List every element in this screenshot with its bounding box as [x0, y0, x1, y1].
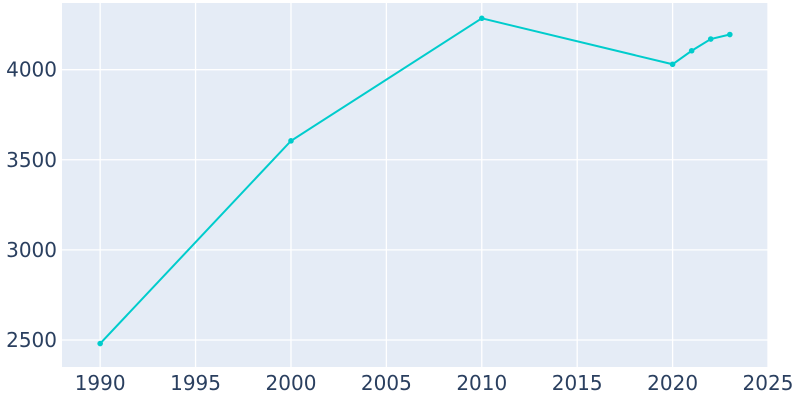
- data-point: [478, 15, 485, 22]
- y-tick-label: 3000: [6, 238, 57, 262]
- x-tick-label: 2015: [552, 371, 603, 395]
- data-point: [288, 138, 294, 144]
- data-point: [688, 47, 695, 54]
- y-tick-label: 4000: [6, 58, 57, 82]
- x-tick-label: 2025: [743, 371, 794, 395]
- data-points: [97, 15, 733, 347]
- x-tick-label: 2005: [361, 371, 412, 395]
- x-tick-label: 2020: [647, 371, 698, 395]
- y-tick-label: 2500: [6, 328, 57, 352]
- y-tick-label: 3500: [6, 148, 57, 172]
- x-tick-label: 1990: [75, 371, 126, 395]
- data-point: [727, 31, 733, 38]
- x-tick-labels: 1990 1995 2000 2005 2010 2015 2020 2025: [75, 371, 794, 395]
- x-tick-label: 2000: [266, 371, 317, 395]
- y-gridlines: [62, 69, 768, 341]
- data-point: [97, 340, 103, 347]
- data-point: [669, 61, 676, 68]
- x-tick-label: 1995: [170, 371, 221, 395]
- plot-background: [62, 3, 768, 367]
- data-point: [707, 36, 714, 42]
- y-tick-labels: 2500 3000 3500 4000: [6, 58, 57, 352]
- x-tick-label: 2010: [456, 371, 507, 395]
